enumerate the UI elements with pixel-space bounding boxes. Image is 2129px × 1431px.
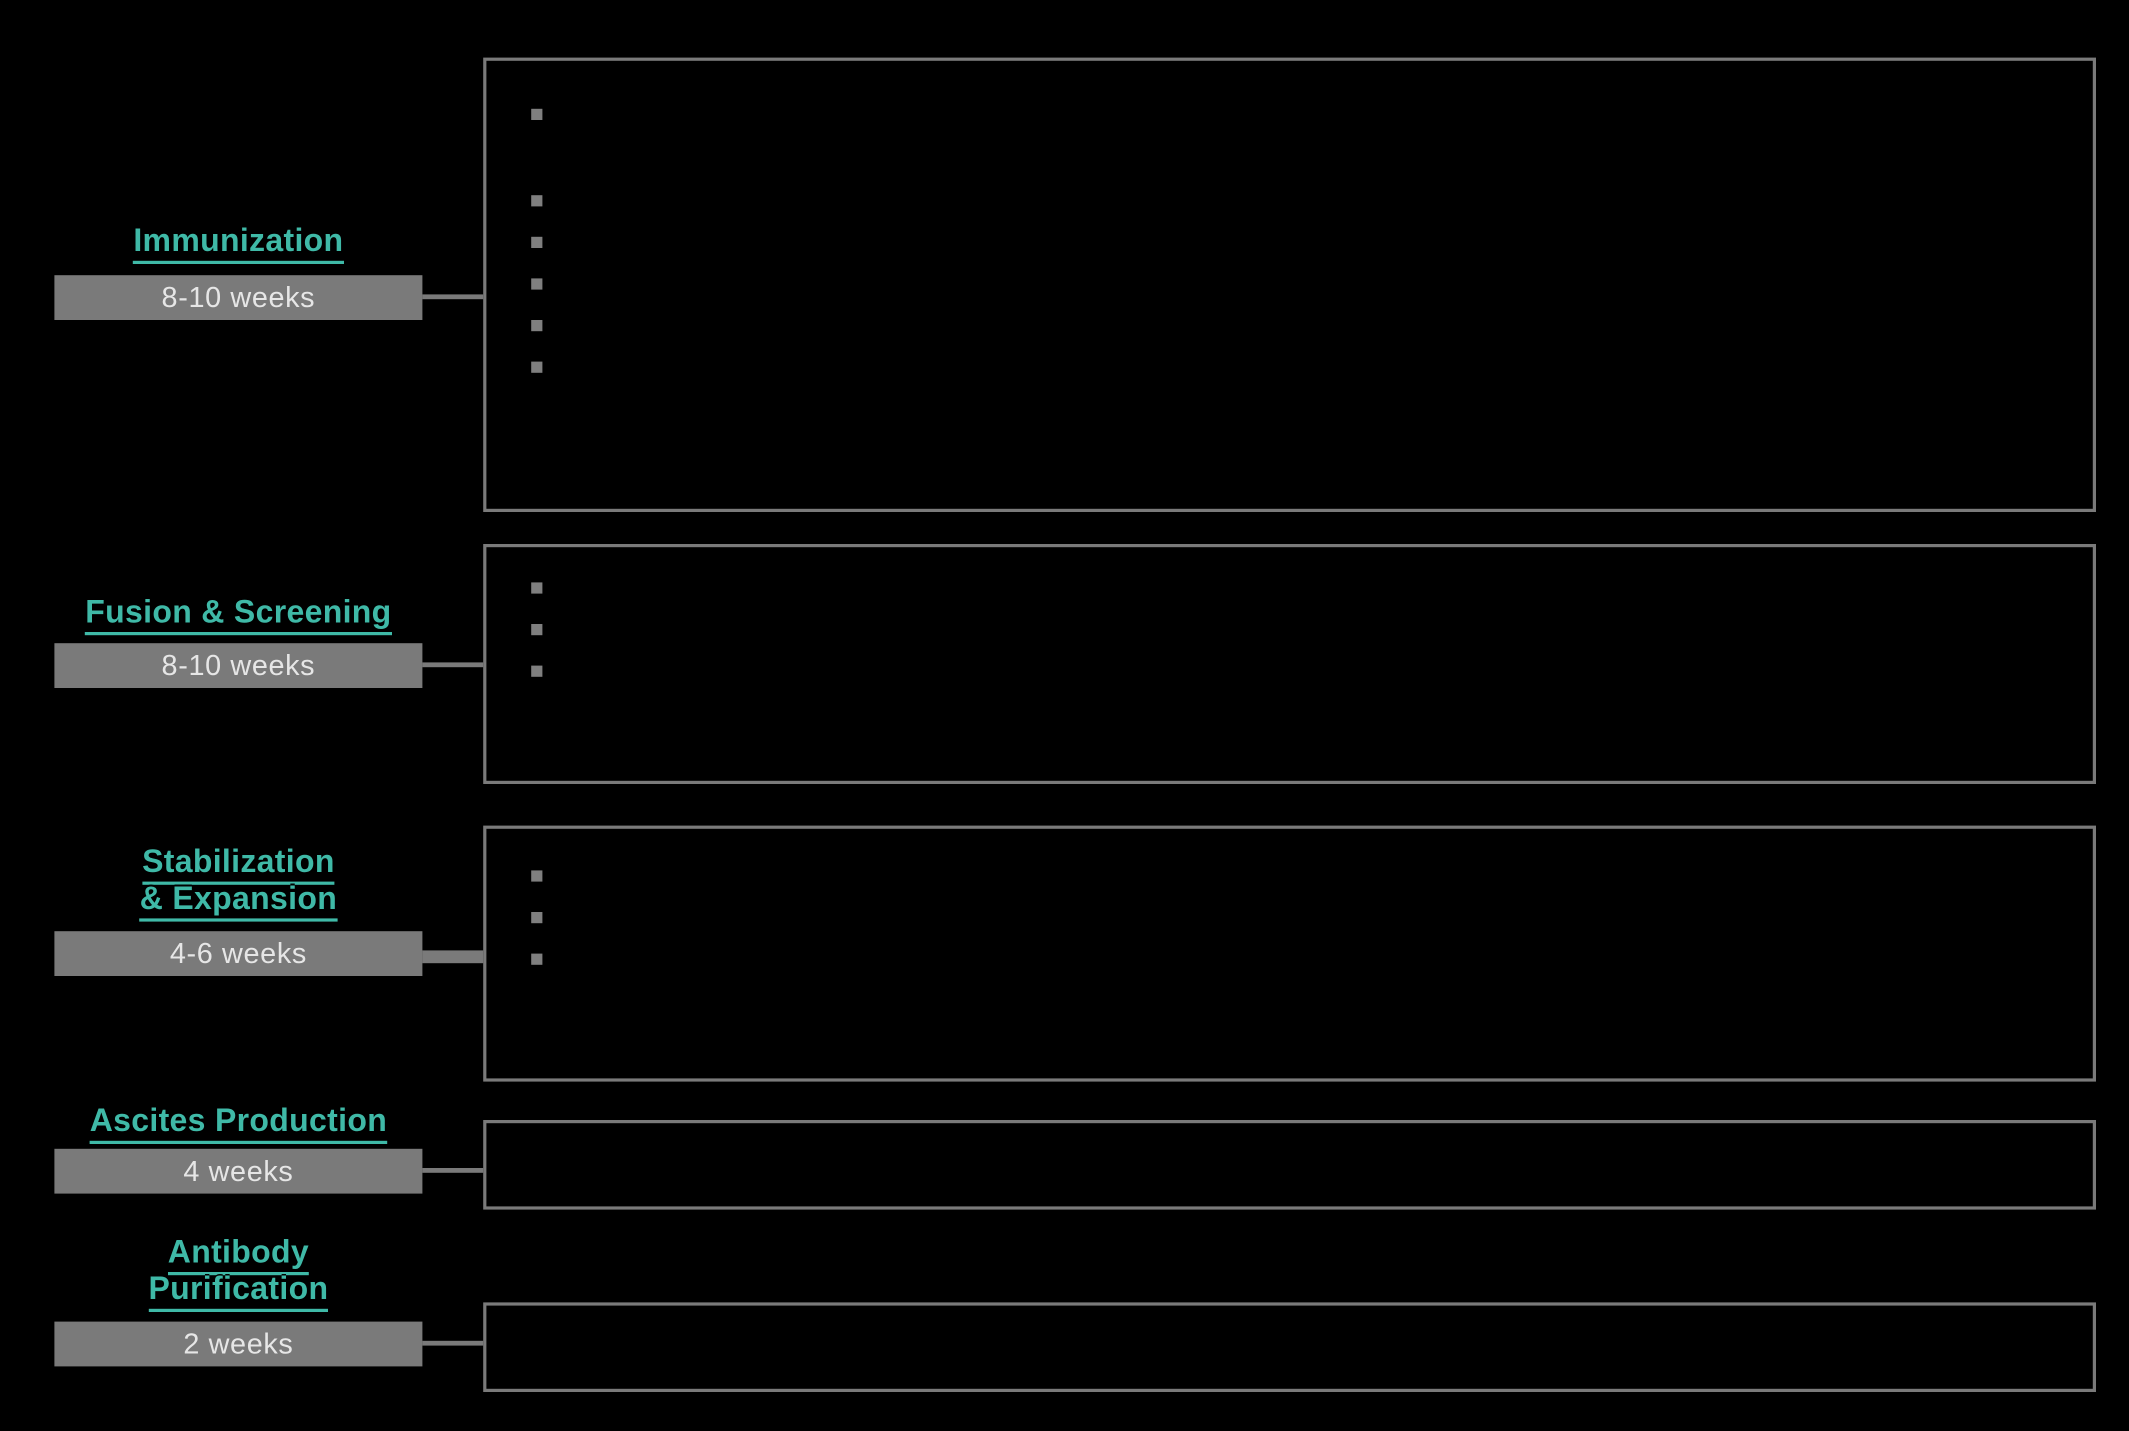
stage-title-line: Stabilization bbox=[142, 845, 335, 885]
connector-stabilization-expansion bbox=[422, 950, 483, 963]
bullet-item bbox=[531, 272, 2048, 291]
bullet-item bbox=[531, 906, 2048, 925]
stage-title-antibody-purification: AntibodyPurification bbox=[54, 1235, 422, 1309]
stage-title-stabilization-expansion: Stabilization& Expansion bbox=[54, 845, 422, 919]
stage-title-line: Ascites Production bbox=[90, 1104, 387, 1144]
stage-duration-band-antibody-purification: 2 weeks bbox=[54, 1322, 422, 1367]
bullet-item bbox=[531, 230, 2048, 249]
stage-content-box-ascites-production bbox=[483, 1120, 2096, 1210]
bullet-item bbox=[531, 189, 2048, 208]
bullet-item bbox=[531, 618, 2048, 637]
bullet-item bbox=[531, 864, 2048, 883]
bullet-item bbox=[531, 659, 2048, 678]
stage-content-box-antibody-purification bbox=[483, 1302, 2096, 1392]
stage-title-line: Fusion & Screening bbox=[85, 595, 391, 635]
stage-bullets-stabilization-expansion bbox=[531, 864, 2048, 989]
stage-title-ascites-production: Ascites Production bbox=[54, 1104, 422, 1141]
stage-title-line: Antibody bbox=[168, 1235, 309, 1275]
stage-title-line: & Expansion bbox=[140, 882, 337, 922]
bullet-item bbox=[531, 314, 2048, 333]
bullet-item bbox=[531, 947, 2048, 966]
bullet-item bbox=[531, 576, 2048, 595]
stage-duration-band-stabilization-expansion: 4-6 weeks bbox=[54, 931, 422, 976]
stage-bullets-fusion-screening bbox=[531, 576, 2048, 701]
stage-duration-band-ascites-production: 4 weeks bbox=[54, 1149, 422, 1194]
bullet-item bbox=[531, 355, 2048, 374]
stage-duration-band-immunization: 8-10 weeks bbox=[54, 275, 422, 320]
connector-immunization bbox=[422, 294, 483, 299]
stage-title-line: Immunization bbox=[133, 224, 343, 264]
stage-title-line: Purification bbox=[148, 1272, 328, 1312]
bullet-item bbox=[531, 102, 2048, 166]
stage-duration-band-fusion-screening: 8-10 weeks bbox=[54, 643, 422, 688]
stage-bullets-immunization bbox=[531, 102, 2048, 396]
stage-title-fusion-screening: Fusion & Screening bbox=[54, 595, 422, 632]
stage-title-immunization: Immunization bbox=[54, 224, 422, 261]
connector-fusion-screening bbox=[422, 662, 483, 667]
connector-ascites-production bbox=[422, 1168, 483, 1173]
connector-antibody-purification bbox=[422, 1341, 483, 1346]
